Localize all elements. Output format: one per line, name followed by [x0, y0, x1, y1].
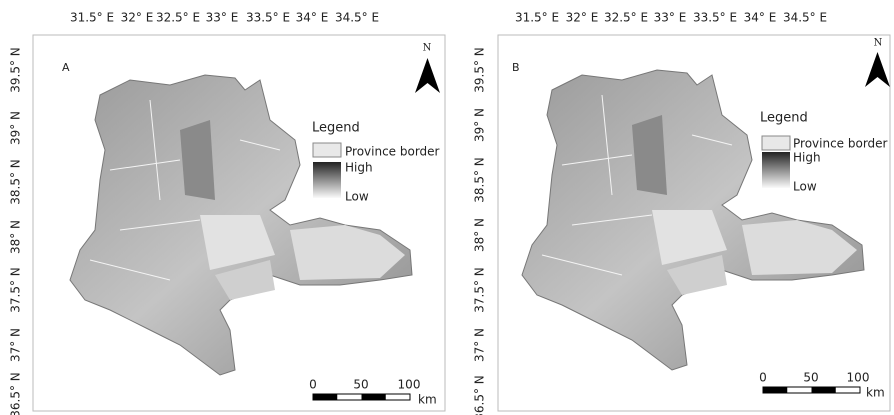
longitude-label: 32° E	[566, 11, 599, 25]
legend-item: High	[793, 151, 821, 165]
latitude-label: 39.5° N	[473, 47, 487, 93]
legend-item: High	[345, 161, 373, 175]
panel-b	[498, 35, 890, 411]
panel-label: A	[62, 61, 70, 74]
longitude-label: 33.5° E	[246, 11, 290, 25]
longitude-label: 34° E	[744, 11, 777, 25]
latitude-label: 38° N	[9, 220, 23, 254]
longitude-label: 34.5° E	[783, 11, 827, 25]
scale-label: 100	[847, 371, 870, 385]
longitude-label: 31.5° E	[70, 11, 114, 25]
longitude-label: 31.5° E	[515, 11, 559, 25]
latitude-label: 36.5° N	[473, 375, 487, 415]
scale-label: 0	[309, 378, 317, 392]
latitude-label: 39° N	[473, 108, 487, 142]
map-region	[70, 75, 412, 375]
legend-border-swatch	[762, 136, 790, 150]
legend-gradient	[313, 162, 341, 198]
legend-item: Province border	[793, 137, 888, 151]
latitude-label: 38° N	[473, 218, 487, 252]
scale-label: 50	[803, 371, 818, 385]
latitude-label: 37.5° N	[9, 267, 23, 313]
scale-bar-segment	[313, 394, 337, 400]
north-arrow	[865, 52, 890, 87]
panel-a	[33, 35, 445, 411]
scale-unit: km	[866, 386, 885, 400]
scale-unit: km	[418, 393, 437, 407]
scale-label: 0	[759, 371, 767, 385]
latitude-label: 37.5° N	[473, 267, 487, 313]
north-arrow	[415, 58, 440, 93]
longitude-label: 32.5° E	[604, 11, 648, 25]
longitude-label: 33.5° E	[693, 11, 737, 25]
map-region	[522, 70, 864, 370]
scale-bar-segment	[812, 387, 836, 393]
legend-title: Legend	[760, 111, 808, 126]
latitude-label: 37° N	[473, 328, 487, 362]
latitude-label: 36.5° N	[9, 372, 23, 415]
scale-bar-segment	[763, 387, 787, 393]
north-label: N	[874, 38, 883, 49]
longitude-label: 32.5° E	[156, 11, 200, 25]
scale-bar-segment	[362, 394, 386, 400]
latitude-label: 37° N	[9, 328, 23, 362]
scale-label: 100	[398, 378, 421, 392]
latitude-label: 38.5° N	[9, 159, 23, 205]
legend-item: Low	[345, 190, 369, 204]
latitude-label: 39° N	[9, 111, 23, 145]
legend-item: Province border	[345, 145, 440, 159]
latitude-label: 38.5° N	[473, 157, 487, 203]
north-label: N	[423, 43, 432, 54]
legend-title: Legend	[312, 121, 360, 136]
panel-label: B	[512, 61, 520, 74]
legend-gradient	[762, 152, 790, 188]
longitude-label: 34° E	[296, 11, 329, 25]
longitude-label: 32° E	[121, 11, 154, 25]
legend-border-swatch	[313, 143, 341, 157]
longitude-label: 33° E	[206, 11, 239, 25]
scale-label: 50	[353, 378, 368, 392]
legend-item: Low	[793, 180, 817, 194]
figure: A31.5° E32° E32.5° E33° E33.5° E34° E34.…	[0, 0, 894, 415]
latitude-label: 39.5° N	[9, 47, 23, 93]
longitude-label: 33° E	[654, 11, 687, 25]
longitude-label: 34.5° E	[335, 11, 379, 25]
